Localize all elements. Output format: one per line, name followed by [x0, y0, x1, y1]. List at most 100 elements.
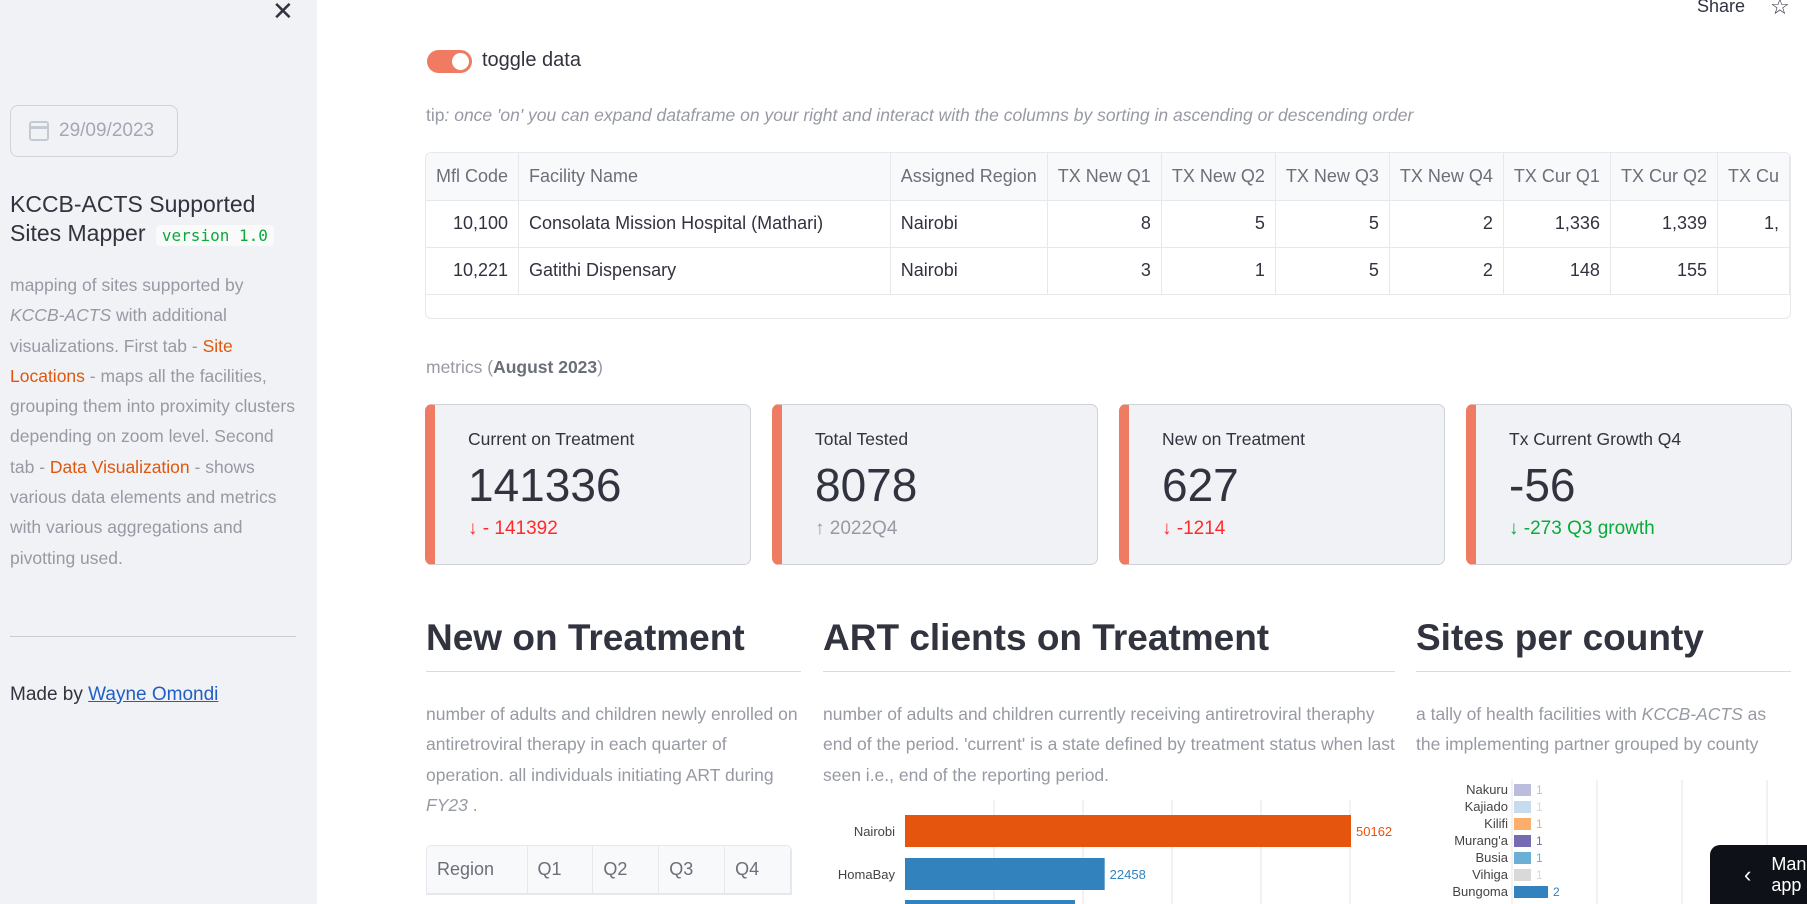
- manage-app-button[interactable]: ‹ Manage app: [1710, 845, 1807, 904]
- table-cell[interactable]: 8: [1047, 200, 1162, 248]
- data-visualization-highlight: Data Visualization: [49, 456, 190, 477]
- metric-delta: ↓ - 141392: [468, 518, 750, 540]
- table-cell[interactable]: Nairobi: [890, 247, 1048, 295]
- metric-tx-current-growth: Tx Current Growth Q4 -56 ↓ -273 Q3 growt…: [1466, 404, 1792, 565]
- table-cell[interactable]: 10,100: [426, 200, 520, 248]
- table-cell[interactable]: 1,: [1717, 200, 1790, 248]
- bar-busia: [1514, 852, 1531, 864]
- metric-delta: ↓ -273 Q3 growth: [1509, 518, 1791, 540]
- desc-text: with additional visualizations. First ta…: [10, 305, 227, 356]
- table-cell[interactable]: Consolata Mission Hospital (Mathari): [518, 200, 891, 248]
- bar-partial: [905, 900, 1075, 904]
- table-header-row: Region Q1 Q2 Q3 Q4: [427, 846, 791, 894]
- made-by-label: Made by: [10, 684, 89, 705]
- col-header[interactable]: Q1: [527, 846, 594, 894]
- bar-kilifi: [1514, 818, 1531, 830]
- desc-text: .: [467, 794, 478, 815]
- desc-text: mapping of sites supported by: [10, 275, 244, 295]
- table-cell[interactable]: [1717, 247, 1790, 295]
- col-header[interactable]: TX Cur Q1: [1503, 153, 1611, 201]
- desc-text: as the implementing partner grouped by c…: [1416, 704, 1767, 755]
- metric-label: New on Treatment: [1162, 429, 1305, 449]
- section-title-art-clients: ART clients on Treatment: [823, 617, 1395, 672]
- col-header[interactable]: TX New Q1: [1047, 153, 1162, 201]
- category-label: Busia: [1475, 850, 1508, 865]
- table-cell[interactable]: 1,339: [1610, 200, 1718, 248]
- col-header[interactable]: Q3: [658, 846, 726, 894]
- metric-value: -56: [1509, 459, 1576, 511]
- metric-total-tested: Total Tested 8078 ↑ 2022Q4: [772, 404, 1098, 565]
- metrics-caption: metrics (August 2023): [426, 357, 603, 378]
- table-row[interactable]: 10,221 Gatithi Dispensary Nairobi 3 1 5 …: [426, 247, 1790, 295]
- made-by: Made by Wayne Omondi: [10, 684, 218, 706]
- star-icon[interactable]: ☆: [1770, 0, 1790, 19]
- data-label: 22458: [1110, 867, 1146, 882]
- dataframe[interactable]: Mfl Code Facility Name Assigned Region T…: [425, 152, 1791, 319]
- table-cell[interactable]: 5: [1161, 200, 1276, 248]
- table-cell[interactable]: 155: [1610, 247, 1718, 295]
- site-locations-highlight: Site Locations: [10, 335, 233, 386]
- table-cell[interactable]: 1,336: [1503, 200, 1611, 248]
- new-on-treatment-table[interactable]: Region Q1 Q2 Q3 Q4: [426, 845, 792, 895]
- category-label: Bungoma: [1452, 884, 1508, 899]
- arrow-down-icon: ↓: [1509, 518, 1519, 539]
- col-header[interactable]: Mfl Code: [426, 153, 520, 201]
- col-header[interactable]: TX New Q3: [1275, 153, 1390, 201]
- table-cell[interactable]: Nairobi: [890, 200, 1048, 248]
- col-header[interactable]: TX Cu: [1717, 153, 1790, 201]
- table-cell[interactable]: 148: [1503, 247, 1611, 295]
- desc-text: a tally of health facilities with: [1416, 704, 1642, 724]
- app-title: KCCB-ACTS Supported Sites Mapper: [10, 191, 256, 246]
- toggle-data-switch[interactable]: [427, 50, 472, 73]
- col-header[interactable]: TX Cur Q2: [1610, 153, 1718, 201]
- col-header[interactable]: Q2: [592, 846, 660, 894]
- data-label: 1: [1536, 783, 1543, 797]
- data-label: 1: [1536, 851, 1543, 865]
- col-header[interactable]: Assigned Region: [890, 153, 1048, 201]
- arrow-down-icon: ↓: [1162, 518, 1172, 539]
- table-cell[interactable]: 10,221: [426, 247, 520, 295]
- desc-italic: KCCB-ACTS: [1641, 704, 1743, 724]
- sidebar-divider: [10, 636, 296, 637]
- author-link[interactable]: Wayne Omondi: [88, 684, 219, 705]
- toggle-data-label: toggle data: [482, 49, 581, 71]
- date-input[interactable]: 29/09/2023: [10, 105, 178, 157]
- table-row[interactable]: 10,100 Consolata Mission Hospital (Matha…: [426, 200, 1790, 248]
- table-cell[interactable]: 1: [1161, 247, 1276, 295]
- col-header[interactable]: TX New Q4: [1389, 153, 1504, 201]
- table-cell[interactable]: 5: [1275, 200, 1390, 248]
- metric-label: Tx Current Growth Q4: [1509, 429, 1682, 449]
- sidebar-description: mapping of sites supported by KCCB-ACTS …: [10, 270, 295, 573]
- share-button[interactable]: Share: [1697, 0, 1746, 16]
- table-cell[interactable]: 5: [1275, 247, 1390, 295]
- calendar-icon: [29, 121, 49, 141]
- metric-delta-value: 2022Q4: [829, 518, 898, 539]
- bar-nakuru: [1514, 784, 1531, 796]
- category-label: Nairobi: [854, 824, 895, 839]
- metrics-caption-suffix: ): [597, 357, 603, 377]
- metric-delta-value: -273 Q3 growth: [1523, 518, 1655, 539]
- table-cell[interactable]: 2: [1389, 200, 1504, 248]
- tip-body: : once 'on' you can expand dataframe on …: [444, 105, 1414, 125]
- metric-value: 141336: [468, 459, 622, 511]
- col-header[interactable]: Facility Name: [518, 153, 891, 201]
- table-cell[interactable]: 2: [1389, 247, 1504, 295]
- data-label: 50162: [1356, 824, 1392, 839]
- col-header[interactable]: Region: [427, 846, 528, 894]
- category-label: Murang'a: [1454, 833, 1509, 848]
- section-title-sites-per-county: Sites per county: [1416, 617, 1791, 672]
- chevron-left-icon: ‹: [1744, 861, 1752, 887]
- table-cell[interactable]: Gatithi Dispensary: [518, 247, 891, 295]
- close-sidebar-icon[interactable]: ✕: [272, 0, 294, 26]
- col-header[interactable]: Q4: [724, 846, 791, 894]
- col-header[interactable]: TX New Q2: [1161, 153, 1276, 201]
- category-label: Kilifi: [1484, 816, 1508, 831]
- bar-vihiga: [1514, 869, 1531, 881]
- category-label: Nakuru: [1466, 782, 1508, 797]
- desc-italic: FY23: [426, 794, 468, 815]
- version-badge: version 1.0: [155, 225, 274, 246]
- category-label: Vihiga: [1472, 867, 1509, 882]
- arrow-up-icon: ↑: [815, 518, 825, 539]
- table-cell[interactable]: 3: [1047, 247, 1162, 295]
- metric-value: 627: [1162, 459, 1239, 511]
